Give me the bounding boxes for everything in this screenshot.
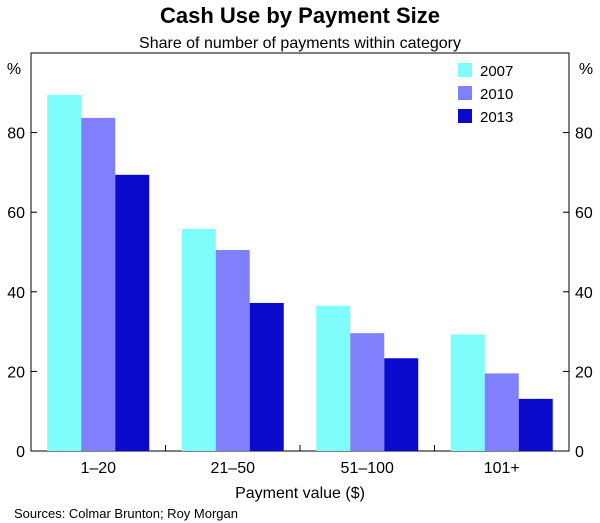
y-tick-label-right: 20 (575, 364, 593, 381)
x-tick-label: 101+ (484, 460, 520, 477)
bars (47, 94, 553, 452)
legend: 2007 2010 2013 (458, 63, 513, 126)
y-tick-label-right: 80 (575, 126, 593, 143)
bar-2013-2 (249, 302, 284, 451)
legend-label: 2007 (480, 63, 513, 80)
y-tick-label-left: 60 (7, 205, 25, 222)
x-axis-label: Payment value ($) (235, 485, 365, 502)
y-axis-ticks: 0 0 20 20 40 40 60 60 80 80 (7, 126, 593, 461)
x-tick-label: 21–50 (211, 460, 256, 477)
bar-2007-1 (47, 94, 82, 451)
legend-label: 2010 (480, 86, 513, 103)
bar-2013-3 (384, 358, 419, 451)
bar-2007-4 (450, 334, 485, 451)
source-note: Sources: Colmar Brunton; Roy Morgan (14, 506, 238, 521)
bar-2010-4 (484, 373, 519, 451)
y-tick-label-left: 80 (7, 126, 25, 143)
bar-2007-2 (181, 228, 216, 451)
x-tick-label: 51–100 (341, 460, 394, 477)
legend-swatch-2013 (458, 109, 472, 123)
y-tick-label-right: 0 (575, 444, 584, 461)
legend-label: 2013 (480, 109, 513, 126)
chart-title: Cash Use by Payment Size (160, 3, 440, 28)
y-tick-label-left: 0 (16, 444, 25, 461)
y-tick-label-right: 40 (575, 285, 593, 302)
bar-2010-2 (215, 250, 250, 451)
y-tick-label-left: 20 (7, 364, 25, 381)
chart-subtitle: Share of number of payments within categ… (139, 35, 461, 52)
x-tick-label: 1–20 (80, 460, 116, 477)
bar-2007-3 (316, 305, 351, 451)
y-tick-label-left: 40 (7, 285, 25, 302)
y-axis-unit-right: % (579, 61, 593, 78)
bar-2010-1 (81, 117, 116, 452)
bar-2010-3 (350, 333, 385, 451)
legend-swatch-2010 (458, 86, 472, 100)
y-axis-unit-left: % (7, 61, 21, 78)
bar-2013-4 (518, 398, 553, 451)
x-axis-ticks: 1–20 21–50 51–100 101+ (80, 445, 520, 477)
legend-swatch-2007 (458, 63, 472, 77)
bar-2013-1 (115, 174, 150, 451)
y-tick-label-right: 60 (575, 205, 593, 222)
